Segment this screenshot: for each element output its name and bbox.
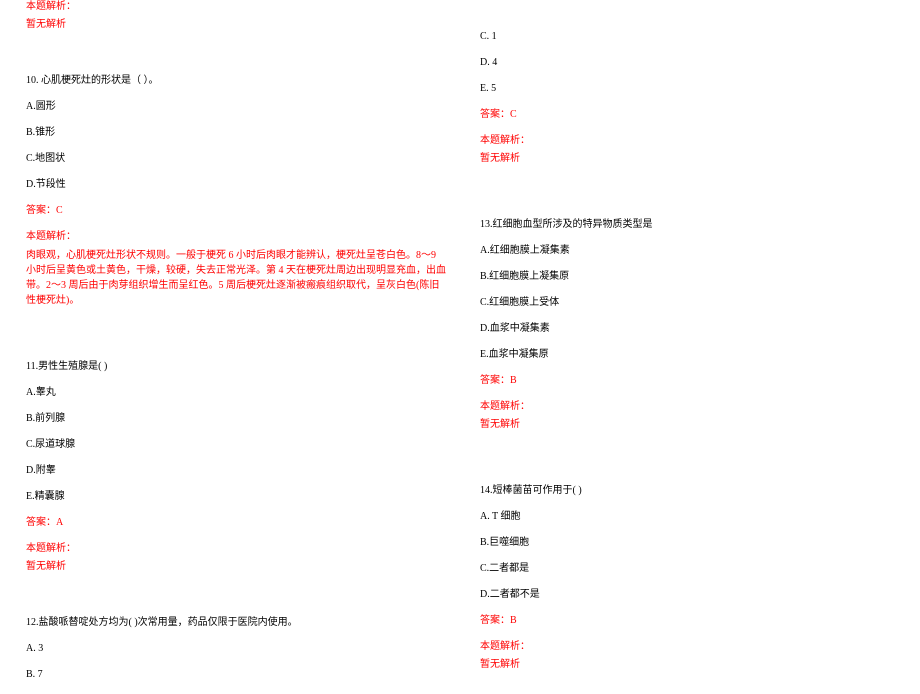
q11-option-d: D.附睾 — [26, 464, 446, 478]
q14-analysis-label: 本题解析： — [480, 640, 900, 654]
q14-option-b: B.巨噬细胞 — [480, 536, 900, 550]
left-column: 本题解析： 暂无解析 10. 心肌梗死灶的形状是（ ）。 A.圆形 B.锥形 C… — [26, 0, 446, 694]
q10-option-d: D.节段性 — [26, 178, 446, 192]
q11-option-c: C.尿道球腺 — [26, 438, 446, 452]
q13-option-c: C.红细胞膜上受体 — [480, 296, 900, 310]
q10-analysis-label: 本题解析： — [26, 230, 446, 244]
q14-option-d: D.二者都不是 — [480, 588, 900, 602]
q12-analysis-label: 本题解析： — [480, 134, 900, 148]
q13-no-analysis: 暂无解析 — [480, 418, 900, 432]
q10-option-a: A.圆形 — [26, 100, 446, 114]
q12-no-analysis: 暂无解析 — [480, 152, 900, 166]
q10-answer: 答案：C — [26, 204, 446, 218]
q13-option-d: D.血浆中凝集素 — [480, 322, 900, 336]
q14-option-c: C.二者都是 — [480, 562, 900, 576]
q10-option-c: C.地图状 — [26, 152, 446, 166]
q12-option-c: C. 1 — [480, 30, 900, 44]
analysis-label: 本题解析： — [26, 0, 446, 14]
q11-option-e: E.精囊腺 — [26, 490, 446, 504]
q10-option-b: B.锥形 — [26, 126, 446, 140]
q11-option-b: B.前列腺 — [26, 412, 446, 426]
q13-answer: 答案：B — [480, 374, 900, 388]
q14-no-analysis: 暂无解析 — [480, 658, 900, 672]
q13-analysis-label: 本题解析： — [480, 400, 900, 414]
q11-no-analysis: 暂无解析 — [26, 560, 446, 574]
q12-option-a: A. 3 — [26, 642, 446, 656]
q11-answer: 答案：A — [26, 516, 446, 530]
q11-stem: 11.男性生殖腺是( ) — [26, 360, 446, 374]
q12-option-d: D. 4 — [480, 56, 900, 70]
q12-stem: 12.盐酸哌替啶处方均为( )次常用量，药品仅限于医院内使用。 — [26, 616, 446, 630]
q13-option-a: A.红细胞膜上凝集素 — [480, 244, 900, 258]
q12-answer: 答案：C — [480, 108, 900, 122]
q10-stem: 10. 心肌梗死灶的形状是（ ）。 — [26, 74, 446, 88]
no-analysis-text: 暂无解析 — [26, 18, 446, 32]
q13-option-e: E.血浆中凝集原 — [480, 348, 900, 362]
q13-option-b: B.红细胞膜上凝集原 — [480, 270, 900, 284]
q13-stem: 13.红细胞血型所涉及的特异物质类型是 — [480, 218, 900, 232]
q14-answer: 答案：B — [480, 614, 900, 628]
q11-analysis-label: 本题解析： — [26, 542, 446, 556]
q11-option-a: A.睾丸 — [26, 386, 446, 400]
right-column: C. 1 D. 4 E. 5 答案：C 本题解析： 暂无解析 13.红细胞血型所… — [480, 0, 900, 684]
q10-explanation: 肉眼观，心肌梗死灶形状不规则。一般于梗死 6 小时后肉眼才能辨认，梗死灶呈苍白色… — [26, 248, 446, 308]
q12-option-e: E. 5 — [480, 82, 900, 96]
q14-stem: 14.短棒菌苗可作用于( ) — [480, 484, 900, 498]
q14-option-a: A. T 细胞 — [480, 510, 900, 524]
q12-option-b: B. 7 — [26, 668, 446, 682]
